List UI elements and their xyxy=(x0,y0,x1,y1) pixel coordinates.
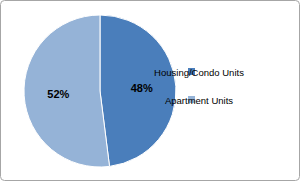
svg-text:48%: 48% xyxy=(131,82,153,94)
svg-text:Housing/Condo Units: Housing/Condo Units xyxy=(154,67,244,78)
svg-text:52%: 52% xyxy=(47,88,69,100)
svg-text:Apartment Units: Apartment Units xyxy=(165,95,233,106)
